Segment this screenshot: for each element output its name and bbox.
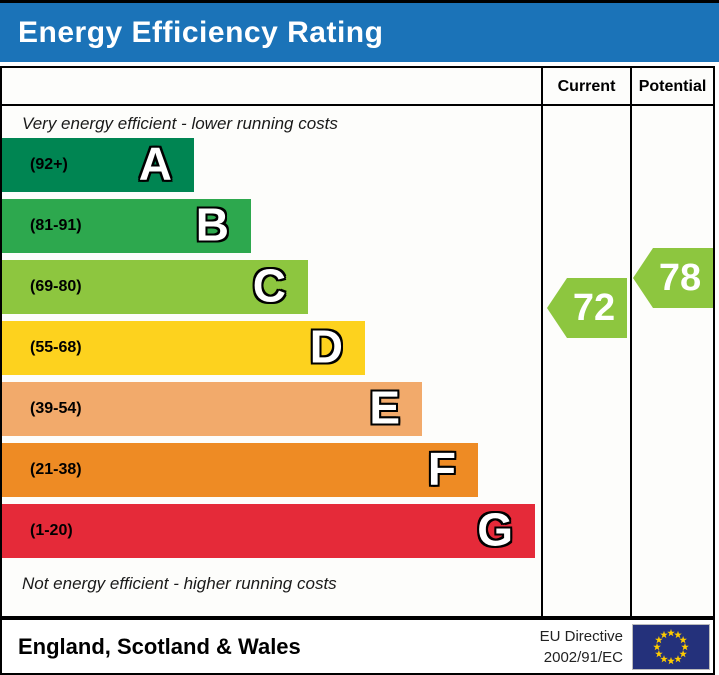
column-divider-current <box>541 68 543 616</box>
potential-rating-arrow: 78 <box>633 248 713 308</box>
band-range-label: (1-20) <box>30 522 73 539</box>
band-letter: D <box>309 320 344 373</box>
eu-directive-line1: EU Directive <box>539 627 623 645</box>
current-rating-arrow: 72 <box>547 278 627 338</box>
column-header-current: Current <box>557 78 616 95</box>
epc-band-b: (81-91) B <box>2 199 251 253</box>
band-range-label: (55-68) <box>30 339 82 356</box>
epc-band-c: (69-80) C <box>2 260 308 314</box>
band-letter: F <box>427 442 457 495</box>
rating-table: Current Potential Very energy efficient … <box>0 66 715 618</box>
page-title: Energy Efficiency Rating <box>18 16 384 49</box>
eu-directive-line2: 2002/91/EC <box>543 648 623 666</box>
epc-band-d: (55-68) D <box>2 321 365 375</box>
band-letter: C <box>252 259 287 312</box>
column-divider-potential <box>630 68 632 616</box>
eu-flag-icon <box>632 623 710 670</box>
current-rating-value: 72 <box>572 286 616 329</box>
band-letter: G <box>476 503 514 556</box>
eu-directive-label: EU Directive 2002/91/EC <box>540 626 623 668</box>
epc-band-f: (21-38) F <box>2 443 478 497</box>
caption-very-efficient: Very energy efficient - lower running co… <box>22 114 338 133</box>
band-letter: A <box>138 137 173 190</box>
band-range-label: (39-54) <box>30 400 82 417</box>
band-letter: B <box>195 198 230 251</box>
title-bar: Energy Efficiency Rating <box>0 0 719 62</box>
column-header-potential: Potential <box>638 78 707 95</box>
footer: England, Scotland & Wales EU Directive 2… <box>0 618 715 675</box>
potential-rating-value: 78 <box>658 256 702 299</box>
band-range-label: (81-91) <box>30 217 82 234</box>
epc-band-a: (92+) A <box>2 138 194 192</box>
epc-bands: (92+) A (81-91) B (69-80) C (55-68) D (39-54) E (2… <box>2 138 539 565</box>
table-header-row: Current Potential <box>2 68 713 106</box>
caption-not-efficient: Not energy efficient - higher running co… <box>22 574 337 593</box>
band-range-label: (21-38) <box>30 461 82 478</box>
region-label: England, Scotland & Wales <box>18 633 301 659</box>
epc-band-g: (1-20) G <box>2 504 535 558</box>
band-range-label: (69-80) <box>30 278 82 295</box>
band-range-label: (92+) <box>30 156 68 173</box>
band-letter: E <box>368 381 401 434</box>
epc-band-e: (39-54) E <box>2 382 422 436</box>
